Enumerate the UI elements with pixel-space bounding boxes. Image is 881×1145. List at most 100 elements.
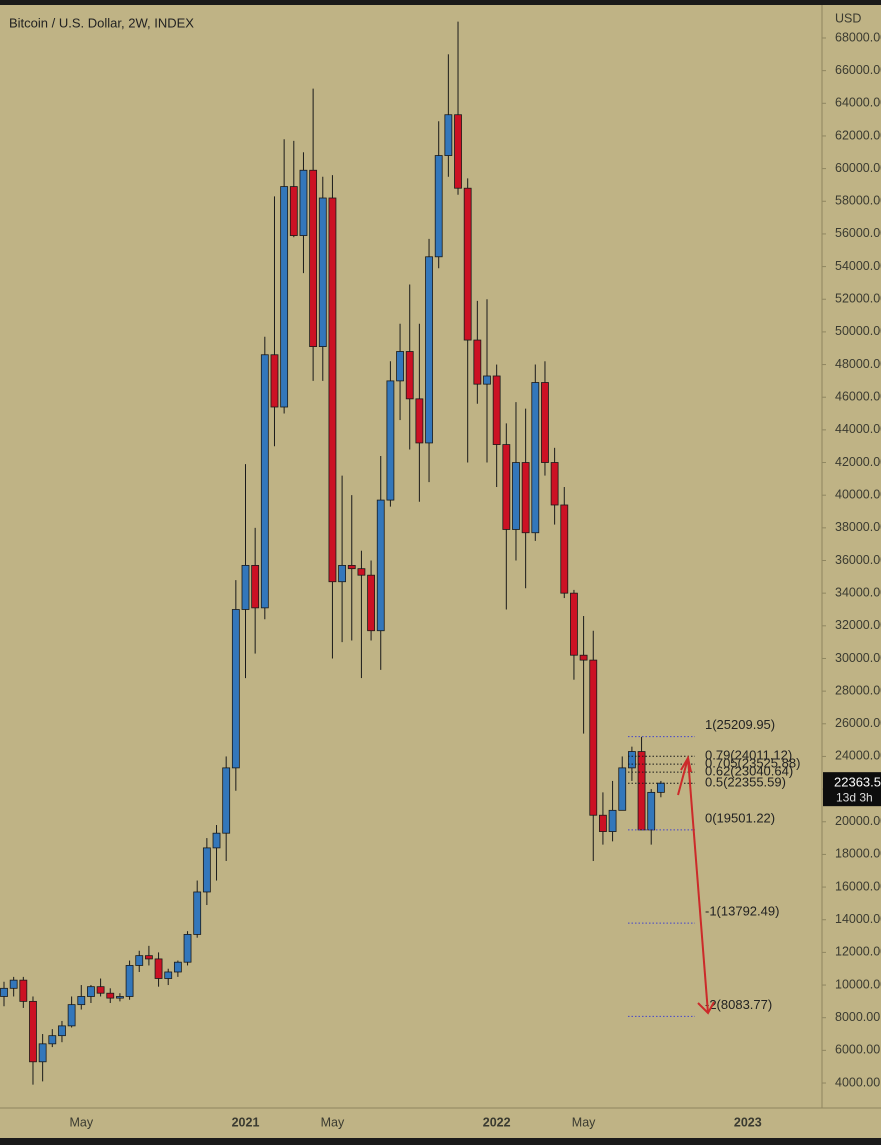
candle-body: [367, 574, 375, 632]
candle-body: [347, 564, 356, 570]
arrow-up: [677, 757, 689, 796]
y-tick-label: 38000.00: [835, 520, 881, 534]
last-price-tag: [823, 772, 881, 807]
y-tick-label: 46000.00: [835, 390, 881, 404]
x-tick-label: 2021: [232, 1115, 260, 1129]
candle-body: [570, 592, 578, 656]
candle-body: [9, 979, 18, 989]
y-tick-label: 66000.00: [835, 63, 881, 77]
fib-level-label: -2(8083.77): [705, 997, 772, 1012]
candle-body: [473, 339, 482, 385]
fib-level-label: -1(13792.49): [705, 904, 779, 919]
y-tick-label: 56000.00: [835, 226, 881, 240]
y-tick-label: 26000.00: [835, 716, 881, 730]
candle-body: [357, 568, 366, 576]
y-tick-label: 34000.00: [835, 585, 881, 599]
y-tick-label: 42000.00: [835, 455, 881, 469]
candle-body: [386, 380, 395, 501]
candle-body: [164, 971, 173, 979]
fib-level-label: 0.705(23525.88): [705, 756, 800, 771]
candle-body: [48, 1035, 57, 1045]
y-tick-label: 16000.00: [835, 879, 881, 893]
candle-body: [173, 961, 182, 973]
fib-level-label: 0(19501.22): [705, 810, 775, 825]
candle-body: [434, 155, 443, 258]
candle-body: [618, 767, 627, 811]
candle-body: [231, 609, 240, 769]
candle-body: [144, 955, 153, 960]
candle-body: [531, 382, 540, 534]
candle-body: [608, 809, 617, 832]
y-tick-label: 40000.00: [835, 487, 881, 501]
candle-body: [280, 186, 289, 408]
candle-body: [338, 564, 347, 583]
candle-body: [299, 169, 308, 236]
y-tick-label: 48000.00: [835, 357, 881, 371]
candle-body: [135, 955, 144, 966]
y-tick-label: 28000.00: [835, 683, 881, 697]
candle-body: [628, 751, 636, 769]
top-bar: [0, 0, 881, 5]
x-tick-label: May: [572, 1115, 596, 1129]
bottom-bar: [0, 1138, 881, 1145]
y-tick-label: 14000.00: [835, 912, 881, 926]
candle-body: [77, 996, 86, 1006]
candle-body: [415, 398, 424, 444]
arrow-annotation: [677, 755, 715, 1015]
y-tick-label: 4000.00: [835, 1075, 880, 1089]
fib-level-label: 1(25209.95): [705, 717, 775, 732]
candle-body: [550, 462, 559, 506]
y-tick-label: 52000.00: [835, 292, 881, 306]
candle-body: [512, 462, 520, 530]
candle-body: [96, 986, 105, 994]
candle-body: [376, 499, 385, 632]
candle-body: [483, 375, 491, 385]
candle-body: [212, 832, 221, 849]
candle-body: [58, 1025, 66, 1037]
candle-body: [579, 654, 588, 661]
candle-body: [647, 791, 656, 831]
candle-body: [0, 987, 8, 997]
x-tick-label: 2023: [734, 1115, 762, 1129]
candle-body: [183, 934, 192, 963]
candle-body: [29, 1000, 37, 1063]
y-tick-label: 12000.00: [835, 945, 881, 959]
candle-body: [251, 564, 260, 609]
fib-level-label: 0.62(23040.64): [705, 764, 793, 779]
y-tick-label: 60000.00: [835, 161, 881, 175]
y-tick-label: 18000.00: [835, 847, 881, 861]
candle-body: [541, 382, 549, 463]
candle-body: [463, 187, 472, 341]
y-tick-label: 30000.00: [835, 651, 881, 665]
y-tick-label: 68000.00: [835, 30, 881, 44]
candle-body: [222, 767, 231, 834]
y-tick-label: 32000.00: [835, 618, 881, 632]
candle-body: [425, 256, 433, 444]
y-tick-label: 62000.00: [835, 128, 881, 142]
candle-body: [589, 659, 598, 816]
candle-body: [396, 351, 404, 382]
last-price-label: 22363.5: [834, 775, 881, 790]
x-tick-label: May: [321, 1115, 345, 1129]
y-tick-label: 20000.00: [835, 814, 881, 828]
y-tick-label: 24000.00: [835, 749, 881, 763]
candle-body: [241, 564, 250, 610]
y-tick-label: 44000.00: [835, 422, 881, 436]
fib-level-label: 0.5(22355.59): [705, 775, 786, 790]
candle-body: [289, 186, 298, 236]
candle-body: [492, 375, 501, 445]
candle-body: [560, 504, 569, 594]
y-tick-label: 50000.00: [835, 324, 881, 338]
candle-body: [154, 958, 163, 979]
candle-body: [309, 169, 318, 347]
unit-label: USD: [835, 11, 861, 25]
candle-body: [405, 351, 414, 400]
fib-level-label: 0.79(24011.12): [705, 748, 792, 763]
candle-body: [116, 996, 124, 999]
candle-body: [328, 197, 337, 583]
candle-body: [19, 979, 28, 1002]
candle-body: [637, 751, 646, 831]
candle-body: [67, 1004, 76, 1027]
y-tick-label: 58000.00: [835, 194, 881, 208]
